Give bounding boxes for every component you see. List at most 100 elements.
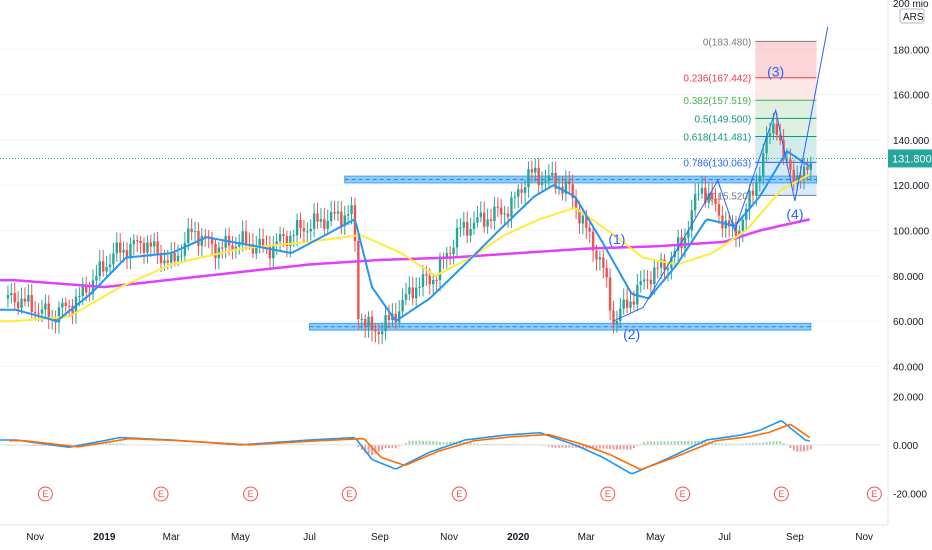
candle-body [95,276,98,281]
time-tick-label: Mar [163,532,181,543]
candle-body [530,169,534,173]
candle-body [244,231,248,244]
candle-body [156,241,159,255]
candle-body [173,253,176,262]
candle-body [697,193,700,195]
macd-histogram-bar [772,441,775,445]
macd-histogram-bar [391,444,394,449]
candle-body [625,299,629,308]
fib-level-label: 1(115.520) [704,191,752,202]
candle-body [306,231,309,233]
macd-histogram-bar [649,441,652,445]
macd-histogram-bar [381,444,384,450]
candle-body [363,318,367,327]
earnings-marker-label: E [42,489,48,499]
macd-signal-line [9,423,811,471]
candle-body [642,279,646,282]
chart-overlay: 131.800 ARS 200 mio [888,0,932,168]
candle-body [659,259,663,268]
macd-histogram-bar [370,444,373,456]
elliott-wave-annotations[interactable]: (1)(2)(3)(4)(5) [608,0,829,342]
candle-body [479,212,483,218]
time-tick-label: 2020 [507,532,530,543]
candle-body [136,240,139,242]
candle-body [159,254,163,264]
macd-histogram-bar [411,440,414,445]
macd-histogram-bar [803,444,806,452]
candle-body [765,136,768,154]
candle-body [122,249,125,253]
macd-histogram-bar [704,440,707,445]
macd-histogram-bar [564,444,567,448]
macd-histogram-bar [554,444,557,448]
candle-body [789,159,792,170]
support-resistance-bands[interactable] [309,175,817,331]
candle-body [112,253,115,265]
candle-body [84,286,88,293]
time-tick-label: 2019 [93,532,116,543]
candle-body [81,286,84,297]
earnings-marker [243,486,259,502]
time-tick-label: May [231,532,250,543]
macd-histogram-bar [425,440,428,445]
candle-body [612,310,615,325]
macd-histogram-bar [741,443,744,445]
candle-body [221,247,224,249]
macd-histogram-bar [643,442,646,445]
price-tick-label: 140.000 [893,136,930,147]
earnings-marker-label: E [605,489,611,499]
candle-body [476,217,479,223]
macd-histogram-bar [765,441,768,445]
indicator-tick-label: 20.000 [893,392,924,403]
candle-body [428,275,431,285]
candle-body [326,220,329,229]
candle-body [489,219,493,222]
candle-body [258,238,261,247]
macd-histogram-bar [609,444,612,450]
candle-body [527,169,530,188]
candle-body [452,247,455,255]
price-tick-label: 100.000 [893,226,930,237]
currency-badge [899,8,925,24]
candle-body [796,175,799,183]
candle-body [629,301,632,308]
macd-histogram-bar [374,444,377,454]
candle-body [295,219,299,236]
candle-body [772,123,775,134]
mid-moving-average [0,173,811,323]
candle-body [547,175,551,181]
candle-body [343,215,346,226]
last-price-badge [888,149,932,168]
candle-body [761,153,765,177]
macd-histogram-bar [571,444,574,448]
candle-body [578,209,581,224]
candle-body [615,321,619,325]
candle-body [574,198,578,210]
macd-histogram-bar [112,443,115,445]
macd-histogram-bar [779,441,782,445]
macd-histogram-bar [653,441,656,445]
candle-body [700,187,704,194]
candle-body [717,204,721,216]
candle-body [129,244,132,259]
elliott-wave-label: (1) [608,231,625,247]
candle-body [170,253,173,263]
macd-histogram-bar [677,441,680,445]
candle-body [384,315,387,332]
macd-histogram-bar [683,440,686,445]
macd-histogram-bar [581,444,584,449]
candle-body [588,227,591,232]
candle-body [710,193,714,200]
macd-histogram-bar [585,444,588,449]
fib-level-label: 0.618(141.481) [683,133,751,144]
macd-histogram-bar [714,442,717,445]
candle-body [809,163,813,170]
candle-body [261,238,265,246]
macd-histogram-bar [394,444,397,449]
macd-histogram-bar [792,444,795,451]
candle-body [744,208,748,220]
macd-histogram-bar [408,440,411,445]
candle-body [40,309,44,314]
